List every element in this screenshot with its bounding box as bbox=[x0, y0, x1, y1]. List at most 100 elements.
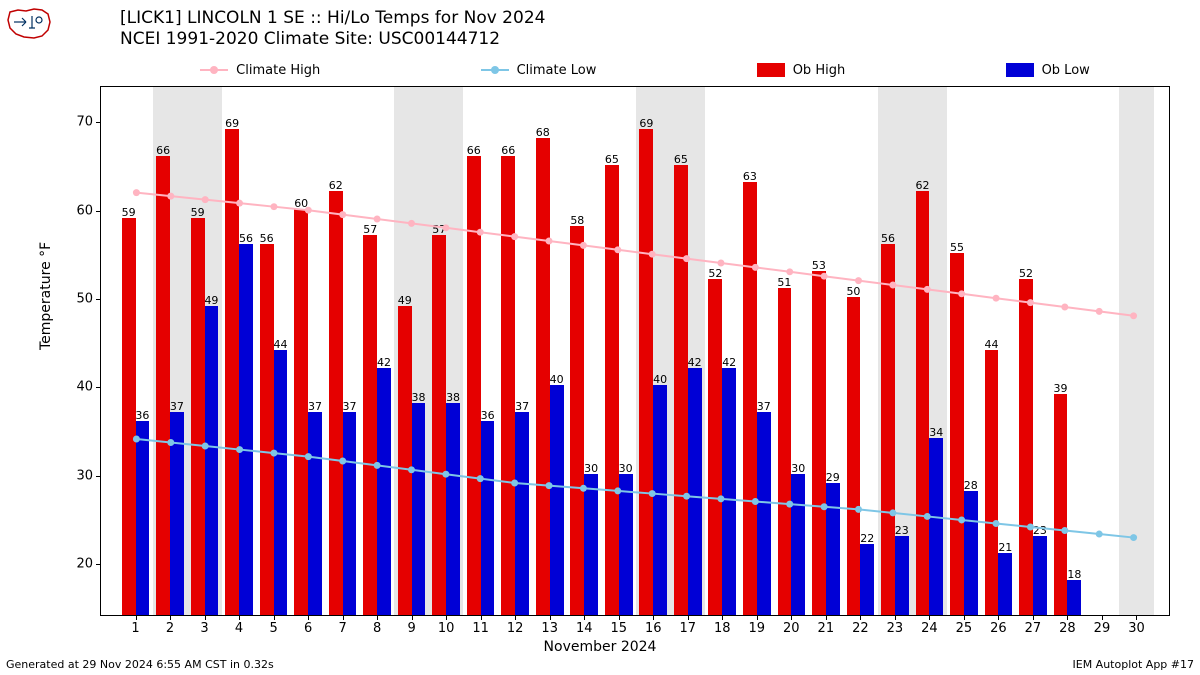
ob-high-bar bbox=[1054, 394, 1068, 615]
ob-high-bar bbox=[398, 306, 412, 615]
ob-high-bar bbox=[122, 218, 136, 616]
xtick-label: 18 bbox=[714, 615, 731, 636]
ob-high-bar bbox=[674, 165, 688, 616]
ob-low-bar-label: 37 bbox=[343, 400, 357, 413]
ob-high-bar bbox=[708, 279, 722, 615]
weekend-band bbox=[1119, 87, 1154, 615]
ob-low-bar-label: 37 bbox=[308, 400, 322, 413]
ob-low-bar-label: 28 bbox=[964, 479, 978, 492]
ob-low-bar-label: 36 bbox=[481, 409, 495, 422]
legend-label: Ob High bbox=[793, 63, 846, 78]
ob-low-bar-label: 56 bbox=[239, 232, 253, 245]
ob-low-bar bbox=[308, 412, 322, 615]
ob-high-bar bbox=[467, 156, 481, 615]
ob-low-bar bbox=[550, 385, 564, 615]
ytick-label: 20 bbox=[76, 557, 101, 572]
ob-low-bar-label: 42 bbox=[722, 356, 736, 369]
ob-low-bar bbox=[446, 403, 460, 615]
xtick-label: 5 bbox=[269, 615, 277, 636]
ob-low-bar bbox=[964, 491, 978, 615]
ob-high-bar bbox=[536, 138, 550, 615]
climate-low-line-marker bbox=[1096, 531, 1103, 538]
ytick-label: 60 bbox=[76, 203, 101, 218]
ob-high-bar-label: 52 bbox=[708, 267, 722, 280]
ob-high-bar-label: 69 bbox=[639, 117, 653, 130]
ob-low-bar-label: 37 bbox=[170, 400, 184, 413]
xtick-label: 13 bbox=[541, 615, 558, 636]
ob-high-bar-label: 51 bbox=[777, 276, 791, 289]
ob-high-bar bbox=[156, 156, 170, 615]
y-axis-label: Temperature °F bbox=[38, 242, 54, 350]
ob-low-bar-label: 30 bbox=[619, 462, 633, 475]
ob-high-bar bbox=[1019, 279, 1033, 615]
ob-low-bar bbox=[343, 412, 357, 615]
xtick-label: 23 bbox=[887, 615, 904, 636]
legend-climate-low: Climate Low bbox=[481, 63, 597, 78]
ob-low-bar bbox=[377, 368, 391, 615]
climate-high-line-marker bbox=[270, 203, 277, 210]
ob-high-bar bbox=[985, 350, 999, 615]
ob-low-bar bbox=[584, 474, 598, 615]
iem-logo bbox=[4, 4, 54, 42]
ob-high-bar bbox=[432, 235, 446, 615]
ytick-label: 50 bbox=[76, 292, 101, 307]
ob-high-bar bbox=[294, 209, 308, 615]
xtick-label: 4 bbox=[235, 615, 243, 636]
legend-marker-ob-high bbox=[757, 63, 785, 77]
ob-high-bar bbox=[605, 165, 619, 616]
ob-low-bar-label: 49 bbox=[204, 294, 218, 307]
xtick-label: 10 bbox=[438, 615, 455, 636]
ob-low-bar bbox=[826, 483, 840, 616]
ob-high-bar-label: 66 bbox=[467, 144, 481, 157]
ytick-label: 40 bbox=[76, 380, 101, 395]
ob-high-bar bbox=[916, 191, 930, 615]
climate-high-line-marker bbox=[717, 260, 724, 267]
ob-low-bar-label: 30 bbox=[791, 462, 805, 475]
xtick-label: 28 bbox=[1059, 615, 1076, 636]
ob-high-bar-label: 62 bbox=[329, 179, 343, 192]
ob-low-bar bbox=[481, 421, 495, 615]
xtick-label: 7 bbox=[338, 615, 346, 636]
ob-low-bar-label: 40 bbox=[653, 373, 667, 386]
legend-marker-climate-high bbox=[200, 69, 228, 71]
ob-high-bar bbox=[225, 129, 239, 615]
ob-low-bar-label: 44 bbox=[273, 338, 287, 351]
xtick-label: 29 bbox=[1094, 615, 1111, 636]
xtick-label: 16 bbox=[645, 615, 662, 636]
legend-ob-low: Ob Low bbox=[1006, 63, 1090, 78]
ob-low-bar-label: 29 bbox=[826, 471, 840, 484]
ob-high-bar-label: 59 bbox=[191, 206, 205, 219]
ob-low-bar-label: 40 bbox=[550, 373, 564, 386]
ob-high-bar-label: 55 bbox=[950, 241, 964, 254]
ob-low-bar bbox=[274, 350, 288, 615]
xtick-label: 19 bbox=[749, 615, 766, 636]
plot-area: 2030405060701234567891011121314151617181… bbox=[100, 86, 1170, 616]
ob-low-bar-label: 42 bbox=[377, 356, 391, 369]
ob-low-bar-label: 38 bbox=[446, 391, 460, 404]
ob-low-bar-label: 34 bbox=[929, 426, 943, 439]
ytick-label: 30 bbox=[76, 468, 101, 483]
footer-app: IEM Autoplot App #17 bbox=[1073, 658, 1195, 671]
ob-high-bar-label: 59 bbox=[122, 206, 136, 219]
ob-low-bar-label: 36 bbox=[135, 409, 149, 422]
xtick-label: 6 bbox=[304, 615, 312, 636]
title-line2: NCEI 1991-2020 Climate Site: USC00144712 bbox=[120, 29, 545, 50]
ob-high-bar-label: 68 bbox=[536, 126, 550, 139]
ob-high-bar-label: 53 bbox=[812, 259, 826, 272]
xtick-label: 8 bbox=[373, 615, 381, 636]
legend: Climate High Climate Low Ob High Ob Low bbox=[120, 58, 1170, 82]
ob-low-bar bbox=[136, 421, 150, 615]
ob-low-bar bbox=[791, 474, 805, 615]
xtick-label: 26 bbox=[990, 615, 1007, 636]
ob-low-bar bbox=[412, 403, 426, 615]
legend-climate-high: Climate High bbox=[200, 63, 320, 78]
xtick-label: 2 bbox=[166, 615, 174, 636]
legend-label: Climate High bbox=[236, 63, 320, 78]
ob-high-bar bbox=[950, 253, 964, 615]
ob-low-bar-label: 37 bbox=[757, 400, 771, 413]
ob-low-bar bbox=[239, 244, 253, 615]
xtick-label: 24 bbox=[921, 615, 938, 636]
ob-low-bar bbox=[1033, 536, 1047, 616]
ob-high-bar bbox=[778, 288, 792, 615]
ob-high-bar-label: 69 bbox=[225, 117, 239, 130]
